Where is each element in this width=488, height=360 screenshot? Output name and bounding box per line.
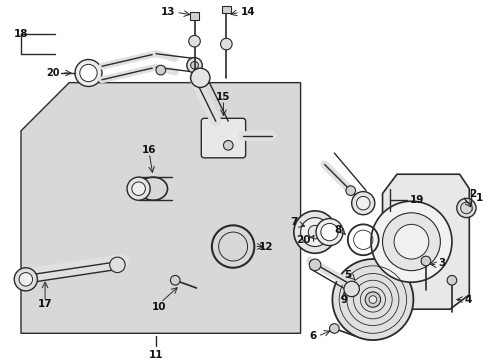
Circle shape bbox=[456, 198, 475, 217]
Text: 16: 16 bbox=[142, 145, 156, 155]
FancyBboxPatch shape bbox=[221, 5, 231, 13]
Text: 14: 14 bbox=[240, 7, 255, 17]
Polygon shape bbox=[21, 83, 300, 333]
Circle shape bbox=[420, 256, 430, 266]
Circle shape bbox=[446, 275, 456, 285]
Text: 6: 6 bbox=[309, 331, 316, 341]
Text: 10: 10 bbox=[151, 302, 166, 312]
Circle shape bbox=[370, 201, 451, 282]
FancyBboxPatch shape bbox=[189, 12, 199, 20]
Circle shape bbox=[170, 275, 180, 285]
Circle shape bbox=[368, 296, 376, 303]
Circle shape bbox=[382, 213, 440, 271]
Text: 18: 18 bbox=[14, 30, 29, 40]
Circle shape bbox=[80, 64, 97, 82]
Text: 7: 7 bbox=[290, 217, 297, 228]
Polygon shape bbox=[382, 174, 468, 309]
Text: 13: 13 bbox=[161, 7, 175, 17]
Circle shape bbox=[293, 211, 336, 253]
Circle shape bbox=[393, 224, 428, 259]
Text: 2: 2 bbox=[468, 189, 475, 198]
Circle shape bbox=[19, 273, 33, 286]
Circle shape bbox=[223, 140, 233, 150]
Circle shape bbox=[14, 268, 37, 291]
Circle shape bbox=[345, 186, 355, 195]
Circle shape bbox=[190, 62, 198, 69]
Circle shape bbox=[186, 58, 202, 73]
Text: 9: 9 bbox=[340, 295, 347, 305]
Circle shape bbox=[132, 182, 145, 195]
Circle shape bbox=[300, 217, 329, 247]
Circle shape bbox=[343, 281, 359, 297]
Text: 11: 11 bbox=[148, 350, 163, 360]
FancyBboxPatch shape bbox=[201, 118, 245, 158]
Circle shape bbox=[320, 224, 338, 241]
Text: 17: 17 bbox=[38, 300, 52, 309]
Text: 15: 15 bbox=[216, 92, 230, 102]
Circle shape bbox=[356, 197, 369, 210]
Circle shape bbox=[365, 292, 380, 307]
Text: 5: 5 bbox=[344, 270, 351, 280]
Circle shape bbox=[75, 59, 102, 86]
Circle shape bbox=[460, 202, 471, 214]
Text: 12: 12 bbox=[259, 242, 273, 252]
Text: 8: 8 bbox=[334, 225, 341, 235]
Circle shape bbox=[109, 257, 125, 273]
Circle shape bbox=[188, 35, 200, 47]
Text: 3: 3 bbox=[438, 258, 445, 268]
Circle shape bbox=[329, 324, 339, 333]
Circle shape bbox=[351, 192, 374, 215]
Text: 20: 20 bbox=[295, 235, 309, 245]
Circle shape bbox=[190, 68, 209, 87]
Circle shape bbox=[308, 259, 320, 271]
Circle shape bbox=[127, 177, 150, 200]
Text: 20: 20 bbox=[46, 68, 60, 78]
Circle shape bbox=[332, 259, 412, 340]
Circle shape bbox=[315, 219, 342, 246]
Text: 1: 1 bbox=[475, 193, 482, 203]
Text: 19: 19 bbox=[408, 195, 423, 205]
Circle shape bbox=[220, 38, 232, 50]
Circle shape bbox=[307, 225, 321, 239]
Text: 4: 4 bbox=[464, 294, 471, 305]
Circle shape bbox=[156, 65, 165, 75]
